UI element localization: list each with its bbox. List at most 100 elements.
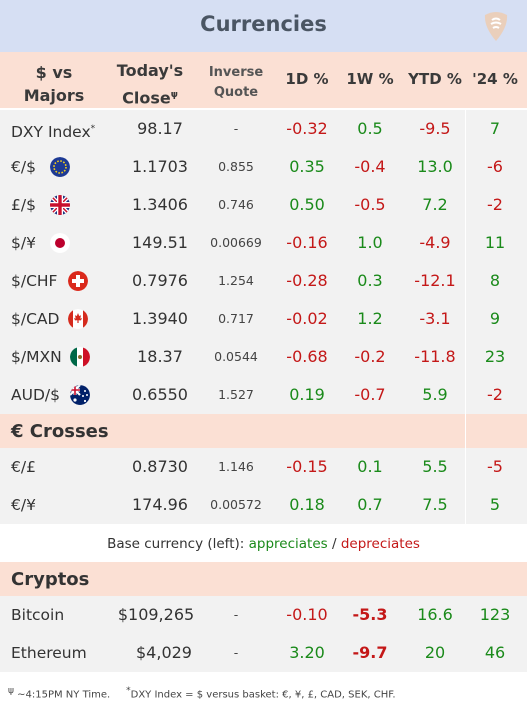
table-row-eurgbp: €/£ 0.8730 1.146 -0.15 0.1 5.5 -5 bbox=[0, 448, 527, 486]
header-pair-line1: $ vs bbox=[35, 63, 73, 82]
change-ytd-cell: 5.5 bbox=[422, 457, 448, 476]
change-24-cell: 5 bbox=[489, 495, 501, 514]
legend-separator: / bbox=[331, 536, 337, 552]
change-ytd-cell: -11.8 bbox=[414, 347, 456, 366]
change-24-cell: -2 bbox=[487, 195, 503, 214]
change-1d-cell: 0.35 bbox=[289, 157, 325, 176]
row-name: $/CHF bbox=[11, 272, 58, 290]
change-1d-cell: 0.18 bbox=[289, 495, 325, 514]
row-label: DXY Index* bbox=[11, 110, 95, 148]
table-row-usdchf: $/CHF 0.7976 1.254 -0.28 0.3 -12.1 8 bbox=[0, 262, 527, 300]
change-1d-cell: -0.15 bbox=[286, 457, 328, 476]
change-1w-cell: 1.2 bbox=[357, 309, 383, 328]
row-name: £/$ bbox=[11, 196, 36, 214]
table-row-usdjpy: $/¥ 149.51 0.00669 -0.16 1.0 -4.9 11 bbox=[0, 224, 527, 262]
legend-depreciates: depreciates bbox=[340, 536, 420, 552]
section-title: € Crosses bbox=[11, 421, 109, 442]
change-24-cell: -5 bbox=[487, 457, 503, 476]
header-inverse-line1: Inverse bbox=[208, 65, 264, 80]
change-24-cell: 11 bbox=[484, 233, 506, 252]
footnote: ψ ~4:15PM NY Time. *DXY Index = $ versus… bbox=[8, 686, 396, 700]
change-1w-cell: 0.7 bbox=[357, 495, 383, 514]
section-header-cryptos: Cryptos bbox=[0, 562, 527, 598]
row-name: €/$ bbox=[11, 158, 36, 176]
change-ytd-cell: 13.0 bbox=[417, 157, 453, 176]
change-1d-cell: -0.02 bbox=[286, 309, 328, 328]
swiss-flag-icon bbox=[68, 271, 88, 291]
change-1w-cell: 0.3 bbox=[357, 271, 383, 290]
change-1d-cell: -0.32 bbox=[286, 119, 328, 138]
eu-flag-icon bbox=[50, 157, 70, 177]
column-divider bbox=[465, 110, 466, 526]
inverse-cell: 1.527 bbox=[218, 387, 254, 402]
change-1w-cell: -0.7 bbox=[354, 385, 386, 404]
change-ytd-cell: 5.9 bbox=[422, 385, 448, 404]
page-title: Currencies bbox=[200, 12, 327, 36]
change-1d-cell: -0.28 bbox=[286, 271, 328, 290]
change-1w-cell: 0.1 bbox=[357, 457, 383, 476]
inverse-cell: 0.855 bbox=[218, 159, 254, 174]
header-close: Today's Closeψ bbox=[100, 59, 200, 110]
header-close-line2: Close bbox=[122, 88, 171, 108]
change-24-cell: 23 bbox=[484, 347, 506, 366]
table-row-gbpusd: £/$ 1.3406 0.746 0.50 -0.5 7.2 -2 bbox=[0, 186, 527, 224]
change-1w-cell: -0.2 bbox=[354, 347, 386, 366]
row-name: $/¥ bbox=[11, 234, 36, 252]
inverse-cell: 1.146 bbox=[218, 459, 254, 474]
change-1d-cell: -0.16 bbox=[286, 233, 328, 252]
change-24-cell: 46 bbox=[484, 643, 506, 662]
change-1d-cell: 0.19 bbox=[289, 385, 325, 404]
close-cell: 1.3940 bbox=[132, 309, 188, 328]
row-name: Ethereum bbox=[11, 644, 87, 662]
inverse-cell: - bbox=[233, 645, 239, 660]
inverse-cell: - bbox=[233, 121, 239, 136]
table-row-usdmxn: $/MXN 18.37 0.0544 -0.68 -0.2 -11.8 23 bbox=[0, 338, 527, 376]
mexico-flag-icon bbox=[70, 347, 90, 367]
inverse-cell: 0.00572 bbox=[210, 497, 262, 512]
row-name: €/¥ bbox=[11, 496, 36, 514]
change-24-cell: -2 bbox=[487, 385, 503, 404]
change-1w-cell: -9.7 bbox=[352, 643, 388, 662]
footnote-sup1: ψ bbox=[8, 686, 14, 696]
change-1d-cell: 0.50 bbox=[289, 195, 325, 214]
header-close-line1: Today's bbox=[116, 61, 184, 80]
inverse-cell: 0.00669 bbox=[210, 235, 262, 250]
close-cell: 149.51 bbox=[132, 233, 188, 252]
change-ytd-cell: 16.6 bbox=[417, 605, 453, 624]
header-close-line2-wrap: Closeψ bbox=[100, 83, 200, 110]
close-cell: 174.96 bbox=[132, 495, 188, 514]
australia-flag-icon bbox=[70, 385, 90, 405]
footnote-time: ~4:15PM NY Time. bbox=[17, 689, 111, 701]
legend-appreciates: appreciates bbox=[248, 536, 328, 552]
header-close-sup: ψ bbox=[170, 90, 178, 100]
footnote-dxy: DXY Index = $ versus basket: €, ¥, £, CA… bbox=[130, 689, 396, 701]
inverse-cell: 1.254 bbox=[218, 273, 254, 288]
close-cell: 98.17 bbox=[137, 119, 183, 138]
close-cell: 18.37 bbox=[137, 347, 183, 366]
row-name: AUD/$ bbox=[11, 386, 60, 404]
change-24-cell: 123 bbox=[479, 605, 511, 624]
change-1d-cell: 3.20 bbox=[289, 643, 325, 662]
inverse-cell: 0.746 bbox=[218, 197, 254, 212]
legend-prefix: Base currency (left): bbox=[107, 536, 245, 552]
row-name: €/£ bbox=[11, 458, 36, 476]
change-ytd-cell: -12.1 bbox=[414, 271, 456, 290]
close-cell: 0.6550 bbox=[132, 385, 188, 404]
section-header-crosses: € Crosses bbox=[0, 414, 527, 450]
column-header-row: $ vs Majors Today's Closeψ Inverse Quote… bbox=[0, 52, 527, 108]
table-row-audusd: AUD/$ 0.6550 1.527 0.19 -0.7 5.9 -2 bbox=[0, 376, 527, 414]
inverse-cell: 0.0544 bbox=[214, 349, 258, 364]
change-ytd-cell: 7.2 bbox=[422, 195, 448, 214]
header-24: '24 % bbox=[472, 70, 518, 88]
change-1w-cell: -5.3 bbox=[352, 605, 388, 624]
footnote-sup2: * bbox=[126, 686, 131, 696]
header-inverse: Inverse Quote bbox=[196, 63, 276, 103]
row-name: DXY Index bbox=[11, 123, 91, 142]
header-inverse-line2: Quote bbox=[213, 85, 259, 100]
header-pair: $ vs Majors bbox=[14, 61, 94, 107]
close-cell: 0.7976 bbox=[132, 271, 188, 290]
close-cell: $4,029 bbox=[136, 643, 192, 662]
table-row-eurjpy: €/¥ 174.96 0.00572 0.18 0.7 7.5 5 bbox=[0, 486, 527, 524]
table-row-bitcoin: Bitcoin $109,265 - -0.10 -5.3 16.6 123 bbox=[0, 596, 527, 634]
japan-flag-icon bbox=[50, 233, 70, 253]
